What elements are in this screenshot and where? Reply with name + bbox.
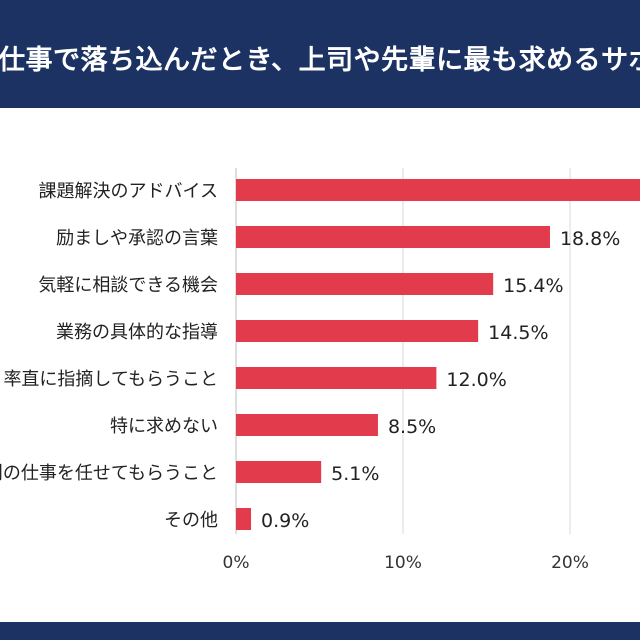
- bar: [236, 461, 322, 483]
- data-label: 0.9%: [261, 510, 309, 532]
- bar: [236, 273, 494, 295]
- data-label: 18.8%: [560, 228, 620, 250]
- data-label: 14.5%: [488, 322, 548, 344]
- bar: [236, 367, 437, 389]
- category-label: 別の仕事を任せてもらうこと: [0, 463, 218, 484]
- bar-chart: 課題解決のアドバイス24.8%励ましや承認の言葉18.8%気軽に相談できる機会1…: [0, 168, 640, 573]
- bar: [236, 508, 252, 530]
- header-banner: 仕事で落ち込んだとき、上司や先輩に最も求めるサポート: [0, 0, 640, 108]
- footer-band: [0, 622, 640, 640]
- bar: [236, 414, 378, 436]
- x-tick-label: 20%: [551, 553, 589, 573]
- category-label: 気軽に相談できる機会: [38, 275, 218, 296]
- chart-panel: 課題解決のアドバイス24.8%励ましや承認の言葉18.8%気軽に相談できる機会1…: [0, 108, 640, 622]
- category-label: 課題解決のアドバイス: [39, 181, 218, 202]
- chart-title: 仕事で落ち込んだとき、上司や先輩に最も求めるサポート: [0, 45, 640, 76]
- data-label: 15.4%: [503, 275, 563, 297]
- bar: [236, 179, 640, 201]
- data-label: 5.1%: [331, 463, 379, 485]
- x-tick-label: 10%: [384, 553, 422, 573]
- data-label: 12.0%: [446, 369, 506, 391]
- category-label: 励ましや承認の言葉: [56, 228, 218, 249]
- category-label: 業務の具体的な指導: [56, 322, 218, 343]
- category-label: 特に求めない: [110, 416, 218, 437]
- bar: [236, 320, 479, 342]
- bar: [236, 226, 550, 248]
- data-label: 8.5%: [388, 416, 436, 438]
- x-tick-label: 0%: [223, 553, 250, 573]
- category-label: 率直に指摘してもらうこと: [3, 369, 218, 390]
- category-label: その他: [164, 510, 218, 531]
